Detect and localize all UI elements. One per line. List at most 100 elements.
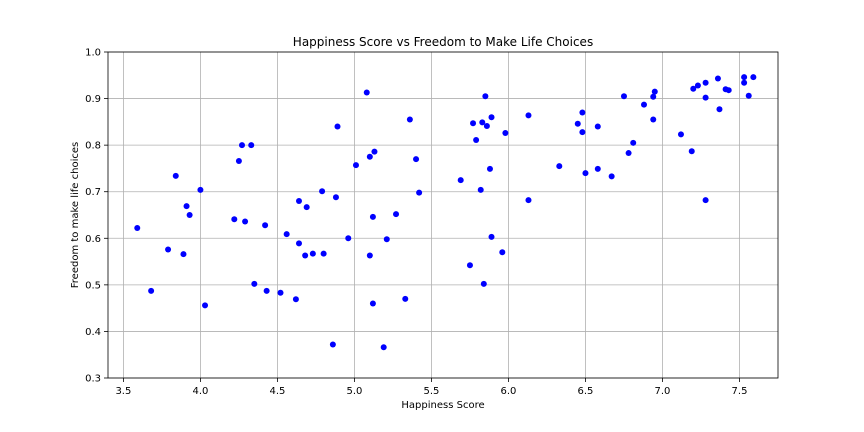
data-point: [406, 116, 413, 123]
data-point: [263, 287, 270, 294]
y-tick-label: 0.3: [85, 374, 101, 385]
data-point: [750, 74, 757, 81]
data-point: [525, 112, 532, 119]
data-point: [416, 189, 423, 196]
data-point: [134, 225, 141, 232]
x-tick-label: 7.0: [655, 386, 671, 397]
data-point: [741, 74, 748, 81]
data-point: [677, 131, 684, 138]
data-point: [295, 198, 302, 205]
data-point: [383, 236, 390, 243]
data-point: [479, 119, 486, 126]
x-tick-label: 4.0: [192, 386, 208, 397]
x-axis-label: Happiness Score: [401, 400, 484, 411]
data-point: [165, 246, 172, 253]
y-tick-label: 0.9: [85, 94, 101, 105]
data-point: [309, 250, 316, 257]
data-point: [248, 142, 255, 149]
data-point: [239, 142, 245, 149]
data-point: [369, 300, 376, 307]
data-point: [320, 250, 327, 257]
data-point: [594, 165, 601, 172]
x-tick-label: 5.0: [346, 386, 362, 397]
y-tick-label: 0.6: [85, 234, 101, 245]
data-point: [499, 249, 506, 256]
data-point: [488, 233, 495, 240]
data-point: [630, 139, 637, 146]
data-point: [366, 153, 373, 160]
y-tick-label: 0.4: [85, 327, 101, 338]
data-point: [457, 177, 464, 184]
data-point: [332, 194, 339, 201]
data-point: [725, 87, 732, 94]
data-point: [303, 204, 310, 211]
data-point: [641, 101, 647, 108]
data-point: [242, 218, 249, 225]
data-point: [594, 123, 601, 130]
data-point: [251, 280, 258, 287]
data-point: [477, 186, 484, 193]
data-point: [329, 341, 336, 348]
y-axis-label: Freedom to make life choices: [70, 142, 81, 288]
data-point: [486, 165, 493, 172]
data-point: [482, 93, 489, 100]
data-point: [277, 289, 284, 296]
y-tick-label: 0.7: [85, 187, 101, 198]
data-point: [745, 92, 752, 99]
data-point: [235, 157, 242, 164]
data-point: [231, 216, 238, 223]
data-point: [302, 252, 309, 259]
data-point: [525, 197, 532, 204]
data-point: [295, 240, 302, 247]
data-point: [366, 252, 373, 259]
data-point: [483, 123, 490, 130]
data-point: [202, 302, 209, 309]
data-point: [262, 222, 269, 229]
data-point: [690, 85, 697, 92]
data-point: [470, 120, 477, 127]
data-point: [556, 163, 563, 170]
x-tick-label: 5.5: [423, 386, 439, 397]
data-point: [345, 235, 352, 242]
x-tick-label: 7.5: [732, 386, 748, 397]
data-point: [608, 173, 615, 180]
data-point: [334, 123, 341, 130]
x-tick-label: 4.5: [269, 386, 285, 397]
data-point: [183, 203, 190, 210]
data-point: [702, 197, 709, 204]
data-point: [650, 116, 657, 123]
data-point: [371, 148, 378, 155]
y-tick-label: 0.8: [85, 141, 101, 152]
data-point: [702, 94, 709, 101]
data-point: [413, 156, 420, 163]
data-point: [625, 150, 632, 157]
data-point: [651, 88, 658, 95]
data-point: [650, 93, 657, 100]
data-point: [402, 295, 409, 302]
data-point: [369, 213, 376, 220]
data-point: [688, 148, 695, 155]
data-point: [502, 130, 509, 137]
data-point: [283, 231, 290, 238]
data-points: [134, 74, 757, 351]
y-tick-label: 0.5: [85, 280, 101, 291]
data-point: [741, 79, 748, 86]
data-point: [714, 75, 721, 82]
x-tick-label: 3.5: [115, 386, 131, 397]
data-point: [473, 137, 480, 144]
data-point: [480, 280, 487, 287]
data-point: [148, 287, 155, 294]
data-point: [620, 93, 627, 100]
data-point: [466, 262, 473, 269]
data-point: [319, 188, 326, 195]
data-point: [352, 162, 359, 169]
data-point: [186, 212, 193, 218]
data-point: [716, 106, 723, 113]
plot-frame: [107, 51, 779, 379]
data-point: [292, 296, 299, 303]
data-point: [197, 186, 204, 193]
data-point: [582, 170, 589, 177]
data-point: [393, 211, 400, 218]
axis-ticks: 3.5 4.0 4.5 5.0 5.5 6.0 6.5 7.0 7.5 0.3 0.4 0.5 0.6 0…: [85, 48, 747, 398]
